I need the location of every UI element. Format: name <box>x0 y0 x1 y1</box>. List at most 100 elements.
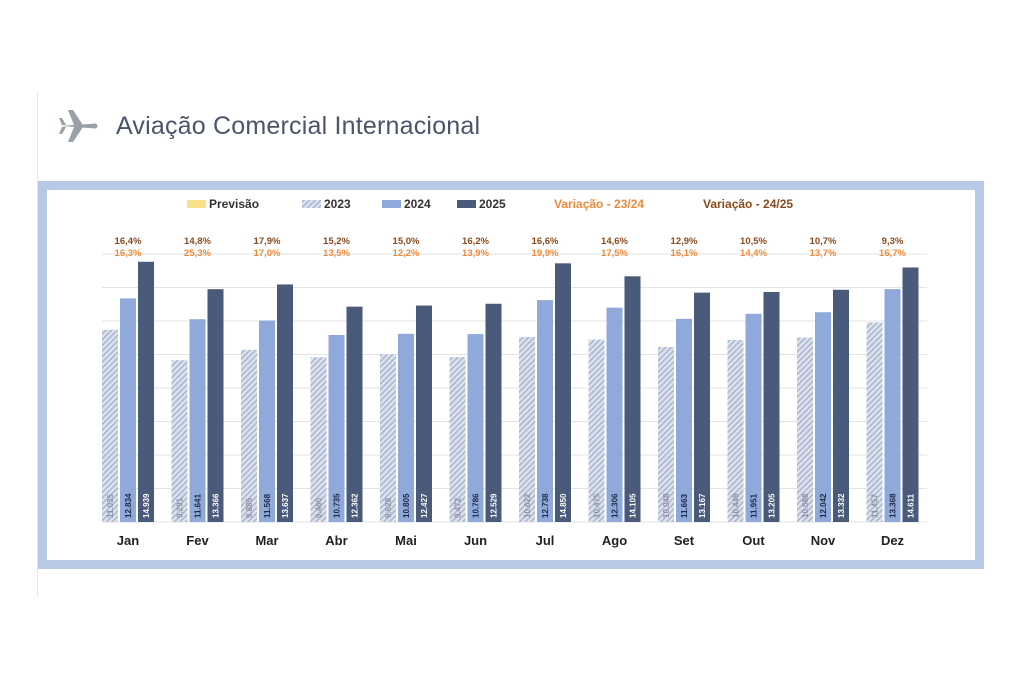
bar-2023 <box>727 339 744 522</box>
value-label-2023: 10.048 <box>662 493 671 518</box>
variacao-24-25-label: 12,9% <box>671 236 698 247</box>
bar-2025 <box>346 306 363 522</box>
value-label-2025: 13.205 <box>768 493 777 518</box>
value-label-2025: 12.362 <box>351 493 360 518</box>
x-tick-label: Jan <box>117 533 139 548</box>
variacao-23-24-label: 13,7% <box>810 248 837 259</box>
bar-2023 <box>241 349 257 522</box>
chart-panel: Previsão 2023 2024 2025 Variação - 23/24 Vari… <box>47 190 975 560</box>
value-label-2023: 11.035 <box>106 493 115 518</box>
value-label-2024: 12.306 <box>611 493 620 518</box>
bar-chart: Previsão 2023 2024 2025 Variação - 23/24 Vari… <box>102 197 927 548</box>
bar-2023 <box>380 354 396 522</box>
value-label-2023: 9.628 <box>384 497 393 518</box>
page-header: Aviação Comercial Internacional <box>56 104 480 148</box>
x-tick-label: Mai <box>395 533 417 548</box>
bar-2025 <box>763 291 780 522</box>
variacao-23-24-label: 13,5% <box>323 248 350 259</box>
variacao-23-24-label: 16,1% <box>671 248 698 259</box>
bar-2023 <box>310 357 327 522</box>
value-label-2023: 9.885 <box>245 497 254 518</box>
value-label-2024: 10.735 <box>333 493 342 518</box>
x-tick-label: Nov <box>811 533 836 548</box>
variacao-23-24-label: 25,3% <box>184 248 211 259</box>
variacao-24-25-label: 17,9% <box>254 236 281 247</box>
legend-2024-label: 2024 <box>404 197 431 211</box>
variacao-24-25-label: 14,6% <box>601 236 628 247</box>
legend-2024-swatch <box>382 200 401 208</box>
variacao-23-24-label: 12,2% <box>393 248 420 259</box>
value-label-2024: 10.786 <box>472 493 481 518</box>
legend-previsao-label: Previsão <box>209 197 259 211</box>
value-label-2024: 11.568 <box>263 493 272 518</box>
bar-2025 <box>485 303 502 522</box>
chart-frame: Previsão 2023 2024 2025 Variação - 23/24 Vari… <box>38 181 984 569</box>
variacao-23-24-label: 16,3% <box>115 248 142 259</box>
value-label-2025: 14.105 <box>629 493 638 518</box>
bar-2024 <box>884 289 901 522</box>
bar-2025 <box>555 263 571 522</box>
bar-2025 <box>624 276 641 522</box>
value-label-2023: 10.475 <box>593 493 602 518</box>
variacao-23-24-label: 17,0% <box>254 248 281 259</box>
bar-2023 <box>866 322 883 522</box>
bar-2023 <box>797 337 813 522</box>
value-label-2025: 13.167 <box>698 493 707 518</box>
bar-2023 <box>449 357 466 522</box>
variacao-24-25-label: 9,3% <box>882 236 904 247</box>
variacao-24-25-label: 16,4% <box>115 236 142 247</box>
bar-2024 <box>120 298 136 522</box>
legend-previsao-swatch <box>187 200 206 208</box>
grid-lines <box>102 253 927 523</box>
variacao-24-25-label: 14,8% <box>184 236 211 247</box>
variacao-24-25-label: 15,0% <box>393 236 420 247</box>
bar-2024 <box>606 307 623 522</box>
value-label-2025: 14.939 <box>142 493 151 518</box>
bar-2023 <box>171 360 188 522</box>
bar-2024 <box>815 312 831 522</box>
bar-2023 <box>519 336 535 522</box>
value-label-2024: 11.951 <box>750 493 759 518</box>
x-tick-label: Fev <box>186 533 209 548</box>
x-tick-label: Mar <box>255 533 278 548</box>
value-label-2023: 10.622 <box>523 493 532 518</box>
left-divider <box>37 92 38 597</box>
page-title: Aviação Comercial Internacional <box>116 111 481 140</box>
value-label-2024: 13.368 <box>889 493 898 518</box>
bar-2025 <box>277 284 293 522</box>
value-label-2025: 14.611 <box>907 493 916 518</box>
variacao-24-25-label: 10,7% <box>810 236 837 247</box>
bar-2024 <box>676 318 692 522</box>
x-tick-label: Ago <box>602 533 627 548</box>
bar-2025 <box>694 292 710 522</box>
value-label-2025: 13.332 <box>837 493 846 518</box>
value-label-2024: 12.042 <box>819 493 828 518</box>
legend-2025-swatch <box>457 200 476 208</box>
bar-2024 <box>189 319 206 522</box>
airplane-icon <box>59 110 98 142</box>
bar-2025 <box>207 289 224 522</box>
value-label-2023: 9.291 <box>176 497 185 518</box>
value-label-2023: 11.457 <box>871 493 880 518</box>
value-label-2025: 12.529 <box>490 493 499 518</box>
legend-2023-label: 2023 <box>324 197 351 211</box>
value-label-2024: 10.805 <box>402 493 411 518</box>
bar-2025 <box>416 305 432 522</box>
variacao-23-24-label: 14,4% <box>740 248 767 259</box>
variacao-24-25-label: 15,2% <box>323 236 350 247</box>
x-tick-label: Jul <box>536 533 555 548</box>
value-label-2024: 12.834 <box>124 493 133 518</box>
value-label-2024: 11.641 <box>194 493 203 518</box>
value-label-2023: 9.472 <box>454 497 463 518</box>
legend: Previsão 2023 2024 2025 Variação - 23/24 Vari… <box>187 197 793 211</box>
legend-variacao-23-24: Variação - 23/24 <box>554 197 644 211</box>
variacao-23-24-label: 19,9% <box>532 248 559 259</box>
bar-2023 <box>102 329 118 522</box>
bar-2025 <box>902 267 919 522</box>
variacao-24-25-label: 10,5% <box>740 236 767 247</box>
value-label-2025: 13.366 <box>212 493 221 518</box>
value-label-2023: 10.588 <box>801 493 810 518</box>
bar-2024 <box>328 335 345 522</box>
value-label-2025: 12.427 <box>420 493 429 518</box>
variacao-23-24-label: 17,5% <box>601 248 628 259</box>
